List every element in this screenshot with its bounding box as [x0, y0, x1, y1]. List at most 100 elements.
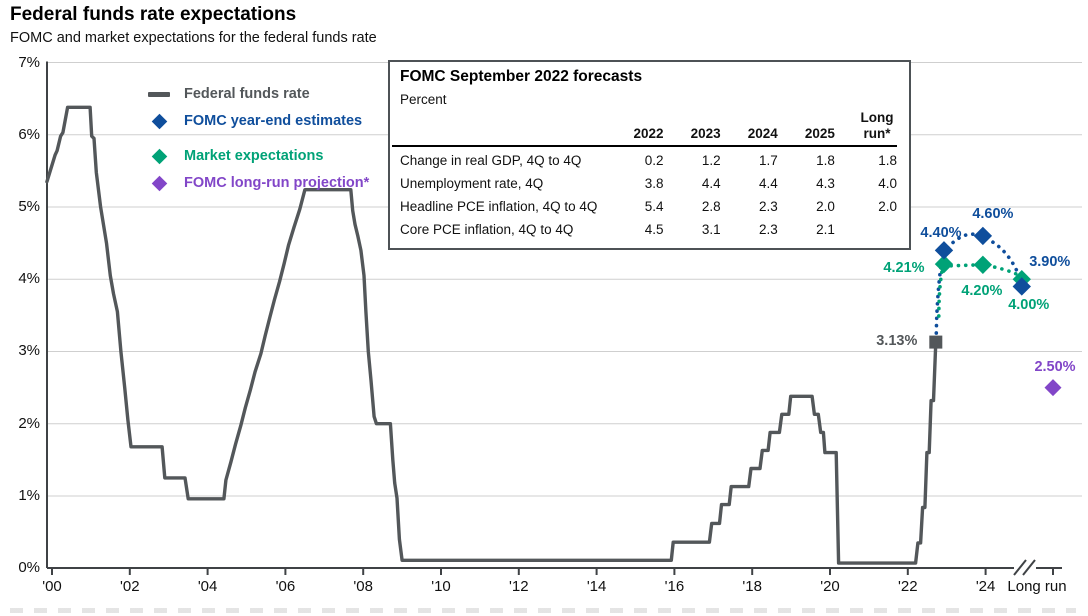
forecast-value: 0.2	[644, 153, 664, 169]
legend-diamond-icon	[151, 175, 167, 191]
x-tick-label: '16	[664, 578, 685, 595]
x-tick-label: '10	[431, 578, 451, 595]
fomc-diamond-marker	[1012, 277, 1031, 296]
forecast-col-header: 2022	[606, 110, 664, 148]
federal-funds-rate-line	[45, 105, 938, 565]
forecast-col-header: 2023	[663, 110, 721, 148]
forecast-value: 2.0	[816, 199, 835, 215]
fomc-diamond-marker	[973, 226, 993, 246]
forecast-col-header: Long run*	[834, 110, 897, 148]
x-tick-label: '06	[275, 578, 296, 595]
fomc-diamond-marker	[934, 241, 954, 260]
forecast-table-unit: Percent	[400, 92, 447, 107]
legend-label: Federal funds rate	[184, 86, 310, 102]
forecast-row-label: Headline PCE inflation, 4Q to 4Q	[400, 199, 598, 215]
axis-break-slash	[1013, 559, 1027, 576]
market-dotted-line	[937, 262, 1021, 318]
legend-item: FOMC long-run projection*	[142, 173, 369, 193]
forecast-table-title: FOMC September 2022 forecasts	[400, 68, 643, 85]
y-tick-label: 1%	[18, 486, 40, 504]
forecast-value: 3.1	[701, 222, 721, 238]
x-tick-label: '02	[120, 578, 140, 595]
forecast-row-label: Core PCE inflation, 4Q to 4Q	[400, 222, 574, 238]
legend-label: Market expectations	[184, 148, 324, 164]
forecast-value: 2.3	[758, 222, 778, 238]
page-subtitle: FOMC and market expectations for the fed…	[10, 30, 377, 46]
y-tick-label: 7%	[18, 53, 40, 71]
forecast-value: 2.1	[816, 222, 835, 238]
axis-break-slash	[1022, 559, 1036, 576]
legend-label: FOMC long-run projection*	[184, 175, 370, 191]
y-tick-label: 3%	[18, 342, 40, 360]
data-label: 3.90%	[1029, 254, 1071, 271]
data-label: 4.00%	[1008, 297, 1050, 314]
forecast-value: 2.0	[878, 199, 897, 215]
legend: Federal funds rate FOMC year-end estimate…	[142, 84, 369, 200]
x-tick-label: Long run	[1007, 578, 1067, 595]
forecast-value	[835, 216, 897, 239]
legend-item: Market expectations	[142, 146, 369, 166]
x-tick-label: '04	[197, 578, 218, 595]
legend-label: FOMC year-end estimates	[184, 113, 363, 129]
data-label: 2.50%	[1034, 358, 1076, 375]
legend-diamond-icon	[151, 148, 167, 164]
x-tick-label: '24	[975, 578, 996, 595]
data-label: 4.21%	[883, 260, 925, 277]
y-tick-label: 6%	[18, 125, 40, 143]
y-tick-label: 5%	[18, 198, 40, 215]
forecast-value: 1.8	[878, 153, 897, 169]
y-tick-label: 4%	[18, 270, 40, 288]
current-rate-square-marker	[929, 335, 943, 349]
cropped-footnote-artifact	[10, 608, 1076, 613]
x-tick-label: '18	[742, 578, 762, 595]
market-diamond-marker	[973, 255, 993, 274]
legend-dash-icon	[148, 91, 170, 97]
x-tick-label: '20	[820, 578, 840, 595]
forecast-value: 3.8	[644, 176, 664, 192]
page-title: Federal funds rate expectations	[10, 4, 297, 25]
forecast-value: 4.5	[644, 222, 664, 238]
forecast-row: Core PCE inflation, 4Q to 4Q 4.5 3.1 2.3 2.1	[392, 216, 897, 239]
legend-diamond-icon	[151, 113, 167, 129]
forecast-value: 4.4	[758, 176, 778, 192]
forecast-table: 2022 2023 2024 2025 Long run* Change in real…	[392, 110, 897, 239]
forecast-table-head: 2022 2023 2024 2025 Long run*	[392, 110, 897, 148]
forecast-value: 4.0	[878, 176, 897, 192]
legend-item: Federal funds rate	[142, 84, 369, 104]
forecast-row-label: Change in real GDP, 4Q to 4Q	[400, 153, 582, 169]
legend-item: FOMC year-end estimates	[142, 111, 369, 131]
x-tick-label: '12	[509, 578, 529, 595]
forecast-table-box: FOMC September 2022 forecasts Percent 20…	[388, 60, 911, 250]
forecast-value: 4.3	[816, 176, 835, 192]
forecast-row-label: Unemployment rate, 4Q	[400, 176, 544, 192]
data-label: 4.60%	[972, 205, 1014, 222]
forecast-value: 1.8	[816, 153, 835, 169]
forecast-table-body: Change in real GDP, 4Q to 4Q 0.2 1.2 1.7 1.8…	[392, 146, 897, 239]
forecast-col-spacer	[392, 110, 607, 148]
x-tick-label: '00	[42, 578, 62, 595]
forecast-row: Change in real GDP, 4Q to 4Q 0.2 1.2 1.7 1.8…	[392, 146, 897, 170]
forecast-row: Headline PCE inflation, 4Q to 4Q 5.4 2.8 2.…	[392, 193, 897, 216]
longrun-diamond-marker	[1044, 379, 1062, 397]
data-label: 3.13%	[876, 333, 918, 350]
x-tick-label: '14	[586, 578, 607, 595]
x-tick-label: '08	[353, 578, 373, 595]
forecast-col-header: 2024	[720, 110, 778, 148]
fomc-dotted-line	[934, 232, 1023, 335]
forecast-value: 2.3	[758, 199, 778, 215]
forecast-value: 2.8	[701, 199, 721, 215]
axis-break-gap	[1014, 565, 1036, 571]
forecast-value: 1.7	[758, 153, 778, 169]
market-diamond-marker	[934, 254, 954, 274]
forecast-value: 4.4	[701, 176, 721, 192]
x-tick-label: '22	[898, 578, 918, 595]
data-label: 4.40%	[920, 225, 962, 242]
data-label: 4.20%	[961, 282, 1003, 299]
forecast-value: 1.2	[701, 153, 721, 169]
forecast-col-header: 2025	[777, 110, 835, 148]
y-tick-label: 0%	[18, 559, 40, 577]
forecast-value: 5.4	[644, 199, 664, 215]
forecast-row: Unemployment rate, 4Q 3.8 4.4 4.4 4.3 4.0	[392, 170, 897, 193]
y-tick-label: 2%	[18, 414, 40, 432]
